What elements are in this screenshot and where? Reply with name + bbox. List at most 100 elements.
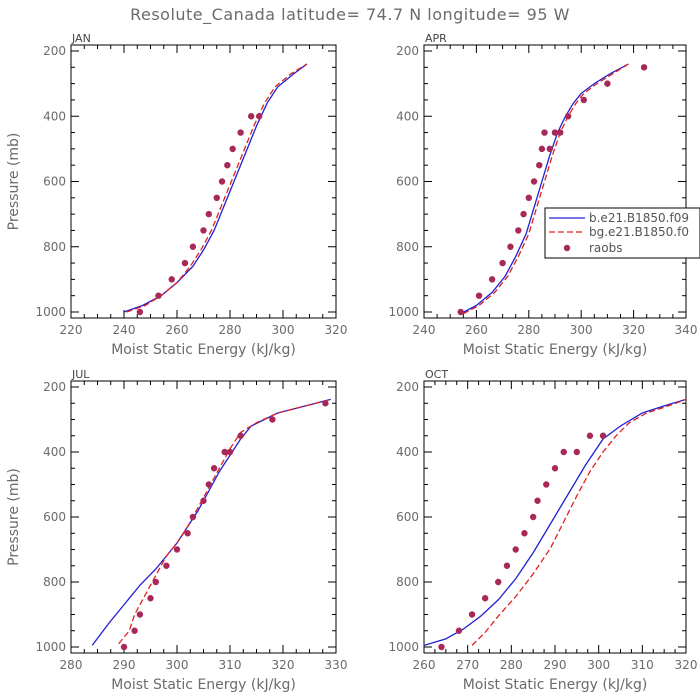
raobs-point: [515, 227, 522, 234]
x-axis-label: Moist Static Energy (kJ/kg): [111, 677, 296, 693]
raobs-point: [520, 210, 527, 218]
y-tick-label: 400: [43, 109, 66, 123]
x-tick-label: 310: [219, 658, 242, 672]
raobs-point: [221, 448, 228, 456]
x-tick-label: 260: [166, 323, 189, 337]
x-tick-label: 280: [60, 658, 83, 672]
raobs-point: [237, 432, 244, 439]
x-tick-label: 300: [272, 323, 295, 337]
raobs-point: [152, 578, 159, 586]
raobs-point: [136, 611, 144, 618]
raobs-point: [557, 129, 564, 136]
raobs-point: [218, 178, 226, 185]
x-tick-label: 320: [325, 323, 348, 337]
x-axis-label: Moist Static Energy (kJ/kg): [463, 342, 648, 358]
raobs-point: [503, 562, 511, 569]
raobs-point: [155, 292, 162, 299]
raobs-point: [541, 129, 548, 136]
y-tick-label: 1000: [35, 305, 66, 319]
panel-jan: JAN 220 240 260 280 300 320 200 400 600 800 1000 Moi…: [6, 32, 347, 358]
raobs-point: [507, 243, 514, 250]
series-line-bg-e21: [463, 63, 629, 315]
x-axis-label: Moist Static Energy (kJ/kg): [463, 677, 648, 693]
raobs-point: [205, 481, 212, 488]
y-tick-label: 800: [396, 240, 419, 254]
panel-oct: OCT 260 270 280 290 300 310 320 200 400 600 800 1000…: [388, 368, 697, 693]
raobs-point: [538, 145, 546, 153]
y-tick-label: 800: [43, 240, 66, 254]
raobs-point: [640, 64, 648, 71]
raobs-point: [560, 448, 567, 456]
raobs-point: [586, 432, 594, 439]
raobs-point: [213, 194, 220, 202]
legend-box: [544, 207, 700, 259]
y-tick-label: 400: [396, 445, 419, 459]
raobs-point: [536, 161, 543, 169]
raobs-point: [551, 465, 559, 472]
raobs-point: [189, 243, 197, 250]
raobs-point: [200, 227, 207, 234]
x-tick-label: 220: [60, 323, 83, 337]
raobs-point: [580, 96, 588, 104]
raobs-point: [136, 308, 144, 316]
panel-label: JUL: [71, 368, 90, 381]
y-tick-label: 200: [396, 380, 419, 394]
series-line-bg-e21: [471, 398, 686, 646]
x-tick-label: 280: [500, 658, 523, 672]
raobs-point: [481, 595, 489, 602]
y-tick-label: 800: [43, 575, 66, 589]
x-tick-label: 270: [456, 658, 479, 672]
panels: JAN 220 240 260 280 300 320 200 400 600 800 1000 Moi…: [6, 32, 697, 693]
y-tick-label: 1000: [388, 305, 419, 319]
series-line-b-e21: [460, 63, 629, 315]
y-tick-label: 200: [43, 380, 66, 394]
y-tick-label: 600: [43, 510, 66, 524]
raobs-point: [255, 113, 263, 120]
legend-label: raobs: [589, 241, 623, 255]
raobs-point: [248, 113, 255, 120]
y-tick-label: 800: [396, 575, 419, 589]
raobs-point: [599, 432, 607, 439]
raobs-point: [168, 276, 175, 283]
y-tick-label: 1000: [35, 640, 66, 654]
raobs-point: [530, 178, 538, 185]
raobs-point: [512, 546, 519, 553]
x-tick-label: 260: [413, 658, 436, 672]
raobs-point: [529, 513, 537, 521]
raobs-point: [564, 113, 572, 120]
panel-label: OCT: [425, 368, 448, 381]
raobs-point: [163, 562, 170, 569]
x-tick-label: 240: [413, 323, 436, 337]
series-line-b-e21: [123, 63, 308, 313]
x-tick-label: 320: [272, 658, 295, 672]
series-line-bg-e21: [118, 398, 331, 645]
x-tick-label: 330: [325, 658, 348, 672]
series-line-b-e21: [424, 398, 686, 646]
figure-title: Resolute_Canada latitude= 74.7 N longitu…: [130, 5, 570, 25]
raobs-point: [322, 400, 329, 407]
x-tick-label: 260: [465, 323, 488, 337]
raobs-point: [229, 145, 236, 153]
plot-frame: [423, 44, 687, 319]
legend-marker-raobs: [563, 244, 571, 252]
raobs-point: [237, 129, 244, 136]
x-tick-label: 340: [675, 323, 698, 337]
raobs-point: [488, 276, 496, 283]
raobs-point: [181, 259, 189, 267]
x-tick-label: 320: [675, 658, 698, 672]
x-tick-label: 280: [219, 323, 242, 337]
raobs-point: [468, 611, 476, 618]
raobs-point: [438, 643, 445, 651]
x-tick-label: 300: [166, 658, 189, 672]
raobs-point: [173, 546, 181, 553]
raobs-point: [224, 161, 231, 169]
raobs-point: [147, 595, 154, 602]
y-tick-label: 200: [43, 44, 66, 58]
raobs-point: [604, 80, 611, 87]
panel-label: APR: [425, 32, 447, 45]
raobs-point: [499, 259, 506, 267]
x-tick-label: 290: [544, 658, 567, 672]
raobs-point: [457, 308, 464, 316]
